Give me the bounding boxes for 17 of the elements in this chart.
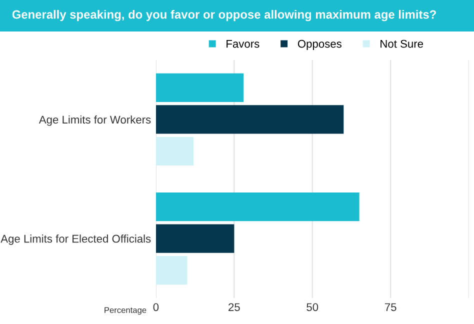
bar [156, 224, 234, 253]
legend-label: Favors [226, 40, 260, 48]
y-tick-label: Age Limits for Workers [38, 115, 151, 126]
y-tick-label: Age Limits for Elected Officials [0, 234, 151, 245]
bar [156, 256, 188, 285]
x-tick-label: 0 [153, 303, 159, 312]
x-tick-label: 25 [228, 303, 240, 312]
bar [156, 73, 244, 102]
bar [156, 105, 344, 134]
bar [156, 192, 360, 222]
legend-label: Opposes [298, 40, 342, 50]
chart-title: Generally speaking, do you favor or oppose allowing maximum age limits? [12, 10, 436, 22]
x-tick-label: 75 [384, 303, 396, 312]
legend-label: Not Sure [380, 40, 424, 48]
x-axis-title: Percentage [104, 307, 146, 315]
bar [156, 136, 194, 166]
x-tick-label: 50 [306, 303, 318, 312]
